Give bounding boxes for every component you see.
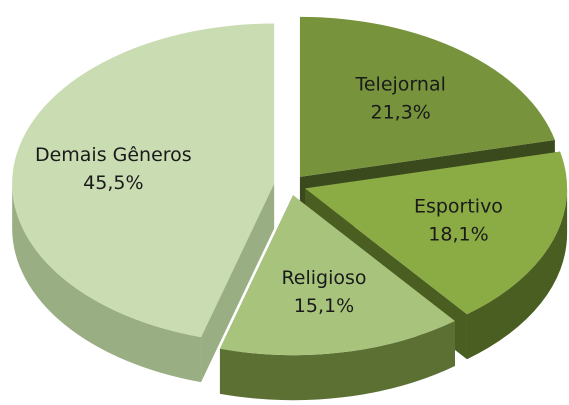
slice	[219, 195, 455, 401]
slice-top	[299, 16, 555, 177]
slice-label: Telejornal	[354, 74, 445, 96]
slice-top	[12, 23, 275, 338]
slice-value-label: 45,5%	[83, 172, 143, 194]
slice-edge	[201, 183, 275, 383]
slice-label: Religioso	[281, 267, 366, 289]
slice-value-label: 18,1%	[428, 224, 488, 246]
slice-side	[466, 188, 568, 360]
slice-label: Demais Gêneros	[35, 144, 192, 166]
slice-value-label: 15,1%	[294, 295, 354, 317]
slice-side	[219, 321, 455, 401]
slice-top	[219, 195, 455, 356]
slice-top	[305, 151, 568, 315]
slice-side	[12, 183, 202, 383]
slice-value-label: 21,3%	[371, 102, 431, 124]
slice	[12, 23, 275, 383]
slice-label: Esportivo	[414, 196, 503, 218]
